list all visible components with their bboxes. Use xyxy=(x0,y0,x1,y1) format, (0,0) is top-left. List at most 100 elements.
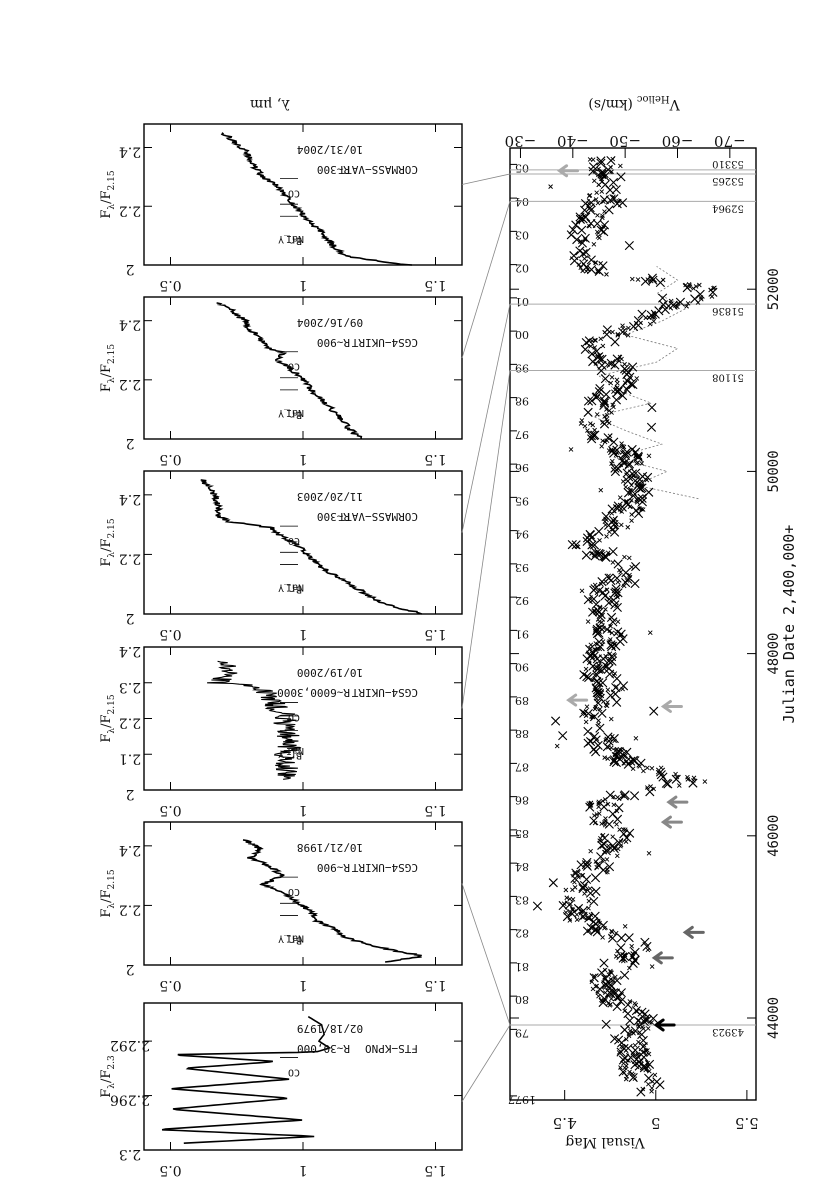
mag-point xyxy=(591,683,601,693)
mag-point xyxy=(599,227,609,237)
mag-point xyxy=(633,454,639,459)
mag-point xyxy=(582,533,593,543)
mag-point xyxy=(581,550,591,560)
mag-point xyxy=(604,517,609,523)
year-label: 00 xyxy=(515,328,529,341)
annotation-label: CO xyxy=(288,187,300,198)
mag-point xyxy=(588,912,594,917)
mag-point xyxy=(628,958,638,969)
mag-point xyxy=(634,461,639,466)
mag-point xyxy=(586,265,597,275)
mag-point xyxy=(606,448,612,453)
epoch-arrow xyxy=(666,795,689,809)
mag-point xyxy=(598,865,608,875)
mag-point xyxy=(629,943,635,949)
mag-point xyxy=(588,357,598,367)
mag-point xyxy=(596,664,606,675)
mag-point xyxy=(586,193,592,199)
mag-point xyxy=(593,338,598,343)
mag-point xyxy=(612,1001,622,1012)
mag-point xyxy=(587,396,597,406)
mag-point xyxy=(591,241,597,247)
mag-point xyxy=(597,968,607,978)
mag-point xyxy=(599,839,609,849)
mag-point xyxy=(646,850,652,856)
mag-point xyxy=(605,756,611,761)
mag-point xyxy=(645,1026,651,1031)
mag-point xyxy=(602,822,608,828)
mag-point xyxy=(595,268,600,274)
mag-point xyxy=(600,420,605,425)
mag-point xyxy=(601,699,606,704)
mag-point xyxy=(625,524,631,530)
mag-point xyxy=(709,294,715,299)
mag-point xyxy=(646,315,652,320)
mag-point xyxy=(600,343,606,349)
epoch-label: 51836 xyxy=(712,305,744,316)
mag-point xyxy=(693,284,699,289)
mag-tick-label: 5 xyxy=(651,1114,661,1132)
mag-point xyxy=(622,361,627,367)
mag-point xyxy=(591,813,597,818)
mag-point xyxy=(604,656,614,666)
mag-point xyxy=(602,329,612,340)
mag-point xyxy=(618,522,624,528)
light-curve-panel: 44000 46000 48000 50000 52000 4.5 5 5.5 −30 −40 −5… xyxy=(505,93,798,1150)
mag-point xyxy=(592,169,598,174)
mag-point xyxy=(582,654,592,664)
mag-point xyxy=(641,1049,647,1055)
mag-point xyxy=(558,731,568,741)
epoch-label: 51108 xyxy=(712,371,744,382)
wl-tick-label: 2.4 xyxy=(119,491,141,507)
mag-point xyxy=(580,233,590,243)
mag-tick-label: 5.5 xyxy=(735,1114,759,1132)
mag-point xyxy=(609,375,615,380)
mag-point xyxy=(589,979,595,985)
mag-point xyxy=(603,663,609,668)
mag-point xyxy=(642,1015,653,1025)
mag-point xyxy=(592,427,597,433)
mag-point xyxy=(640,276,651,286)
mag-point xyxy=(596,801,601,806)
mag-point xyxy=(577,238,588,248)
mag-point xyxy=(610,156,616,162)
mag-point xyxy=(615,333,621,338)
mag-point xyxy=(623,753,628,758)
mag-point xyxy=(623,1063,629,1069)
flux-tick-label: 1 xyxy=(299,802,308,818)
mag-point xyxy=(606,640,616,650)
mag-point xyxy=(607,504,617,514)
mag-point xyxy=(654,306,664,316)
mag-point xyxy=(596,158,606,168)
mag-point xyxy=(648,784,653,789)
mag-point xyxy=(595,212,600,218)
mag-point xyxy=(635,277,641,282)
mag-point xyxy=(590,677,596,683)
mag-point xyxy=(580,344,590,354)
mag-point xyxy=(598,336,604,342)
mag-point xyxy=(647,273,657,283)
mag-point xyxy=(602,755,607,760)
flux-tick-label: 1.5 xyxy=(424,1162,446,1177)
mag-point xyxy=(604,988,615,998)
mag-point xyxy=(610,360,620,370)
mag-point xyxy=(629,518,634,524)
mag-point xyxy=(601,511,611,522)
mag-point xyxy=(637,493,647,503)
mag-point xyxy=(684,304,689,309)
epoch-label: 43923 xyxy=(712,1026,744,1037)
rv-tick-label: −40 xyxy=(557,132,589,150)
mag-point xyxy=(596,993,601,999)
mag-point xyxy=(614,853,620,859)
mag-point xyxy=(618,634,628,644)
mag-point xyxy=(626,325,631,331)
mag-point xyxy=(625,332,631,338)
mag-point xyxy=(630,954,635,960)
mag-point xyxy=(606,575,616,586)
mag-point xyxy=(588,607,598,617)
mag-point xyxy=(674,774,680,780)
year-label: 03 xyxy=(515,228,529,241)
mag-point xyxy=(608,546,618,557)
mag-point xyxy=(676,783,682,788)
